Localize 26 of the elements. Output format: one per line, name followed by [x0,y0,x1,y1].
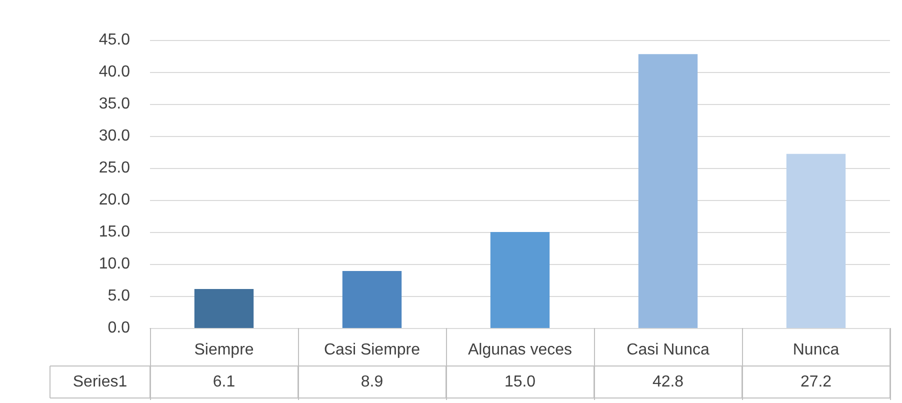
y-tick-label: 45.0 [98,32,130,48]
data-label: 8.9 [360,374,384,390]
bar [342,271,402,328]
x-tick-label: Nunca [792,342,840,358]
x-tick-label: Siempre [194,342,254,358]
y-tick-label: 15.0 [98,224,130,240]
y-tick-label: 35.0 [98,96,130,112]
text: Series1 [72,374,128,390]
x-tick-label: Casi Siempre [324,342,420,358]
y-tick-label: 5.0 [108,288,130,304]
data-label: 42.8 [652,374,684,390]
data-label: 6.1 [212,374,236,390]
data-label: 27.2 [800,374,832,390]
x-tick-label: Algunas veces [468,342,572,358]
y-tick-label: 40.0 [98,64,130,80]
y-tick-label: 30.0 [98,128,130,144]
bar [638,54,698,328]
bar [490,232,550,328]
data-label: 15.0 [504,374,536,390]
bar [194,288,254,328]
y-tick-label: 25.0 [98,160,130,176]
y-tick-label: 20.0 [98,192,130,208]
y-tick-label: 0.0 [108,320,130,336]
x-tick-label: Casi Nunca [626,342,710,358]
bar [786,154,846,328]
y-tick-label: 10.0 [98,256,130,272]
